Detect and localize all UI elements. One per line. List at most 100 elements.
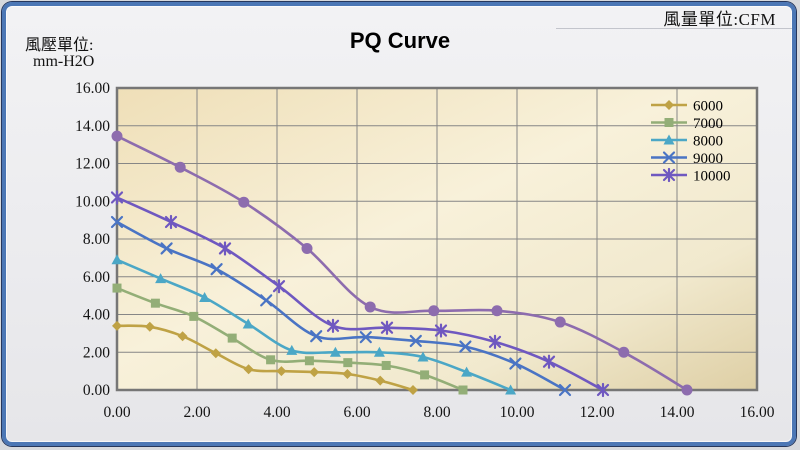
triangle-marker <box>242 318 254 329</box>
circle-marker <box>174 161 186 173</box>
legend-label: 7000 <box>693 116 723 132</box>
circle-marker <box>681 384 693 396</box>
triangle-marker <box>461 366 473 377</box>
legend-item-6000: 6000 <box>651 99 723 115</box>
diamond-marker <box>664 100 674 110</box>
diamond-marker <box>210 348 221 359</box>
star-marker <box>488 334 502 349</box>
y-axis-tick-label: 8.00 <box>83 231 110 248</box>
pressure-unit-value: mm-H2O <box>33 53 95 70</box>
diamond-marker <box>144 321 155 332</box>
star-marker <box>326 318 340 333</box>
triangle-marker <box>155 273 167 284</box>
legend-item-10000: 10000 <box>651 167 731 185</box>
y-axis-tick-label: 6.00 <box>83 269 110 286</box>
square-marker <box>664 118 674 127</box>
circle-marker <box>301 242 313 254</box>
square-marker <box>266 355 276 365</box>
x-marker <box>160 242 173 255</box>
x-marker <box>260 294 273 307</box>
diamond-marker <box>375 375 386 386</box>
legend-item-8000: 8000 <box>651 134 723 150</box>
square-marker <box>304 356 314 366</box>
star-marker <box>380 320 394 335</box>
circle-marker <box>554 316 566 328</box>
diamond-marker <box>342 368 353 379</box>
star-marker <box>164 214 178 230</box>
header-divider <box>556 28 792 29</box>
x-marker <box>558 383 572 397</box>
x-axis-tick-label: 6.00 <box>343 404 370 421</box>
series-line-6000 <box>115 324 415 392</box>
x-axis-tick-label: 10.00 <box>500 404 535 421</box>
triangle-marker <box>373 346 385 357</box>
triangle-marker <box>505 384 517 395</box>
square-marker <box>458 385 468 395</box>
series-line-10000 <box>115 196 605 392</box>
x-axis-tick-label: 16.00 <box>740 404 775 421</box>
y-axis-tick-label: 12.00 <box>75 156 110 173</box>
y-axis-tick-label: 2.00 <box>83 344 110 361</box>
x-axis-tick-label: 8.00 <box>423 404 450 421</box>
series-9000 <box>110 215 572 397</box>
y-axis-tick-label: 14.00 <box>75 118 110 135</box>
pressure-unit-label: 風壓單位: <box>25 37 94 54</box>
x-marker <box>110 215 124 229</box>
series-8000 <box>111 254 517 395</box>
circle-marker <box>491 305 503 317</box>
star-marker <box>272 279 286 294</box>
series-7000 <box>112 283 468 395</box>
y-axis-tick-label: 10.00 <box>75 193 110 210</box>
x-marker <box>310 330 323 343</box>
series-6000 <box>112 320 418 395</box>
x-axis-tick-label: 4.00 <box>263 404 290 421</box>
diamond-marker <box>177 331 188 342</box>
square-marker <box>381 360 391 370</box>
y-axis-tick-label: 4.00 <box>83 307 110 324</box>
square-marker <box>112 283 122 293</box>
plot-border <box>115 86 759 392</box>
triangle-marker <box>663 134 675 145</box>
square-marker <box>150 298 160 308</box>
legend-label: 8000 <box>693 134 723 150</box>
diamond-marker <box>408 385 418 395</box>
x-marker <box>662 151 676 164</box>
triangle-marker <box>199 292 211 303</box>
diamond-marker <box>112 320 122 331</box>
square-marker <box>227 333 237 343</box>
star-marker <box>542 354 556 369</box>
square-marker <box>420 370 430 380</box>
circle-marker <box>428 305 440 317</box>
legend-item-7000: 7000 <box>651 116 723 132</box>
legend-label: 10000 <box>693 169 731 185</box>
series-line-unlabeled <box>115 134 689 392</box>
series-line-7000 <box>115 286 465 392</box>
triangle-marker <box>417 351 429 362</box>
star-marker <box>434 323 448 338</box>
x-marker <box>359 331 372 344</box>
series-10000 <box>110 190 610 398</box>
square-marker <box>343 358 353 368</box>
x-axis-tick-label: 12.00 <box>580 404 615 421</box>
circle-marker <box>238 196 250 208</box>
circle-marker <box>618 346 630 358</box>
star-marker <box>218 241 232 256</box>
y-axis-tick-label: 16.00 <box>75 80 110 97</box>
x-marker <box>409 334 422 348</box>
x-axis-tick-label: 2.00 <box>183 404 210 421</box>
diamond-marker <box>276 366 287 377</box>
legend-label: 9000 <box>693 151 723 167</box>
star-marker <box>596 382 610 398</box>
circle-marker <box>364 301 376 313</box>
legend-item-9000: 9000 <box>651 151 723 167</box>
circle-marker <box>111 130 123 142</box>
legend-label: 6000 <box>693 99 723 115</box>
x-marker <box>509 357 522 370</box>
star-marker <box>662 167 676 183</box>
y-axis-tick-label: 0.00 <box>83 382 110 399</box>
flow-unit-label: 風量單位:CFM <box>663 10 776 29</box>
series-line-9000 <box>115 220 567 392</box>
